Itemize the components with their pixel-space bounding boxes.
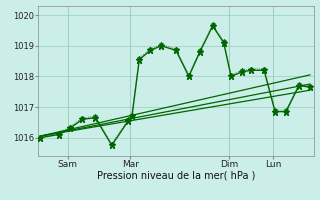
X-axis label: Pression niveau de la mer( hPa ): Pression niveau de la mer( hPa ) bbox=[97, 171, 255, 181]
